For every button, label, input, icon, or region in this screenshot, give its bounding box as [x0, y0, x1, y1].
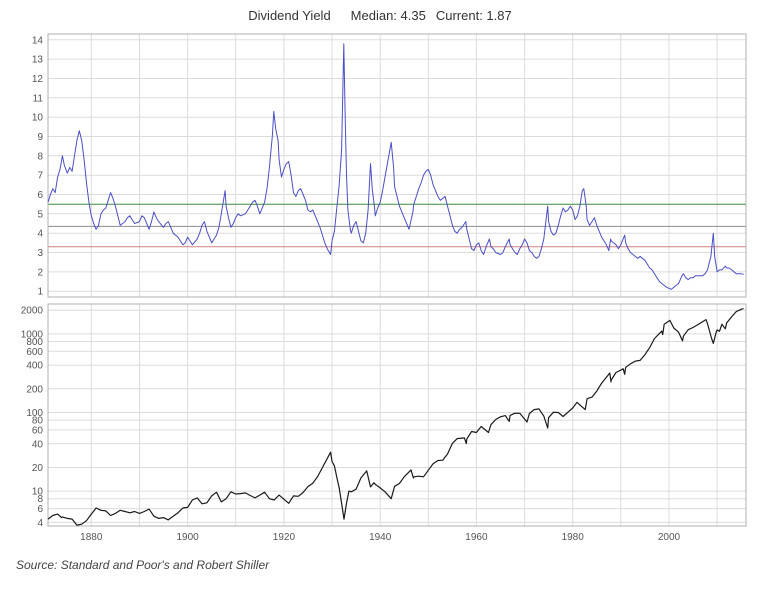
svg-text:2: 2	[37, 267, 43, 278]
svg-text:11: 11	[33, 93, 44, 104]
svg-text:6: 6	[37, 504, 43, 515]
svg-text:4: 4	[37, 229, 43, 240]
svg-text:1880: 1880	[80, 532, 103, 543]
svg-text:100: 100	[26, 408, 43, 419]
svg-text:7: 7	[37, 171, 43, 182]
svg-text:12: 12	[32, 74, 44, 85]
svg-text:200: 200	[26, 384, 43, 395]
svg-text:2000: 2000	[21, 306, 44, 317]
svg-text:800: 800	[26, 337, 43, 348]
svg-text:80: 80	[32, 416, 44, 427]
svg-text:14: 14	[32, 35, 44, 46]
svg-text:1: 1	[37, 287, 43, 298]
current-label: Current: 1.87	[435, 8, 512, 23]
source-note: Source: Standard and Poor's and Robert S…	[16, 558, 270, 572]
svg-text:1940: 1940	[369, 532, 392, 543]
svg-text:13: 13	[32, 55, 44, 66]
svg-text:8: 8	[37, 151, 43, 162]
svg-text:20: 20	[32, 463, 44, 474]
chart-title-text: Dividend Yield	[248, 8, 331, 23]
svg-text:10: 10	[32, 113, 44, 124]
median-label: Median: 4.35	[350, 8, 426, 23]
chart-title: Dividend Yield Median: 4.35 Current: 1.87	[0, 0, 760, 28]
svg-text:3: 3	[37, 248, 43, 259]
svg-text:400: 400	[26, 361, 43, 372]
svg-text:1960: 1960	[465, 532, 488, 543]
svg-text:6: 6	[37, 190, 43, 201]
svg-text:9: 9	[37, 132, 43, 143]
svg-text:1980: 1980	[562, 532, 585, 543]
svg-text:10: 10	[32, 487, 44, 498]
svg-text:600: 600	[26, 347, 43, 358]
svg-text:1900: 1900	[176, 532, 199, 543]
svg-text:40: 40	[32, 439, 44, 450]
svg-text:2000: 2000	[658, 532, 681, 543]
svg-text:4: 4	[37, 518, 43, 529]
svg-text:5: 5	[37, 209, 43, 220]
svg-text:60: 60	[32, 425, 44, 436]
svg-text:1920: 1920	[273, 532, 296, 543]
svg-text:1000: 1000	[21, 329, 44, 340]
svg-text:8: 8	[37, 494, 43, 505]
